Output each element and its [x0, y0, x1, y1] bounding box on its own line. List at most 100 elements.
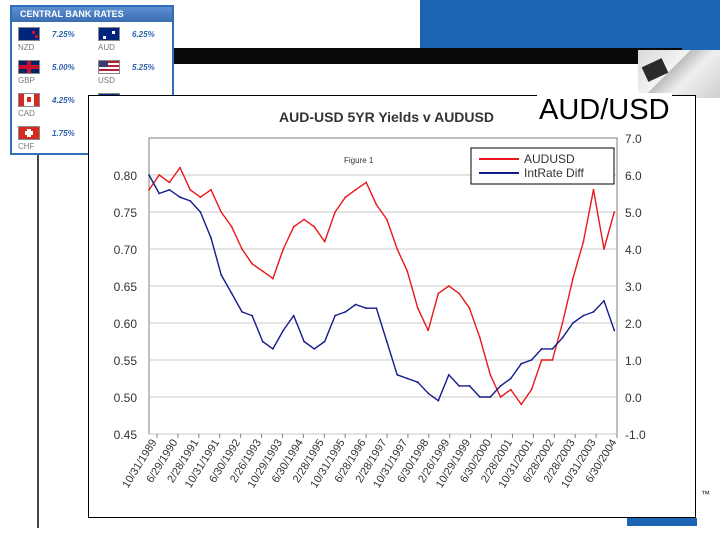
y-left-tick-label: 0.50 — [114, 391, 138, 405]
currency-code: GBP — [18, 76, 35, 85]
data-point-audusd — [199, 196, 202, 199]
rate-cell-chf: CHF 1.75% — [12, 123, 92, 155]
data-point-audusd — [499, 396, 502, 398]
data-point-intrate-diff — [551, 348, 554, 350]
data-point-audusd — [313, 225, 316, 228]
data-point-audusd — [406, 270, 409, 273]
data-point-intrate-diff — [613, 329, 616, 332]
legend-label: IntRate Diff — [524, 166, 584, 180]
nz-flag-icon — [18, 27, 40, 41]
data-point-audusd — [261, 270, 264, 273]
y-left-tick-label: 0.80 — [114, 169, 138, 183]
y-left-tick-label: 0.55 — [114, 354, 138, 368]
data-point-audusd — [323, 240, 326, 243]
data-point-audusd — [375, 203, 378, 206]
data-point-intrate-diff — [416, 381, 419, 384]
slide-heading: AUD/USD — [537, 93, 672, 127]
y-right-tick-label: 0.0 — [625, 391, 642, 405]
trademark-mark: ™ — [701, 489, 710, 499]
chart-svg: 0.45 0.50 0.55 0.60 0.65 0.70 0.75 0.80 -1.0 0.0 1… — [114, 109, 646, 490]
header-photo — [638, 50, 720, 98]
data-point-audusd — [354, 188, 357, 191]
data-point-intrate-diff — [334, 314, 336, 317]
data-point-intrate-diff — [520, 362, 523, 365]
rate-cell-nzd: NZD 7.25% — [12, 24, 92, 56]
data-point-audusd — [489, 373, 492, 376]
header-blue-block — [420, 0, 720, 50]
data-point-audusd — [530, 388, 533, 391]
rate-cell-cad: CAD 4.25% — [12, 90, 92, 122]
data-point-intrate-diff — [592, 311, 595, 313]
ca-flag-icon — [18, 93, 40, 107]
data-point-intrate-diff — [468, 385, 471, 387]
data-point-intrate-diff — [458, 385, 460, 387]
data-point-intrate-diff — [354, 303, 357, 306]
data-point-intrate-diff — [179, 196, 181, 199]
data-point-audusd — [427, 329, 430, 332]
data-point-intrate-diff — [303, 340, 305, 343]
data-point-audusd — [603, 248, 605, 250]
data-point-intrate-diff — [499, 385, 502, 387]
data-point-intrate-diff — [385, 340, 388, 343]
data-point-intrate-diff — [148, 174, 150, 176]
data-point-intrate-diff — [561, 336, 564, 339]
data-point-audusd — [447, 285, 450, 287]
data-point-intrate-diff — [447, 373, 450, 376]
series-line-intrate-diff — [148, 174, 615, 402]
data-point-audusd — [540, 359, 543, 361]
currency-code: CAD — [18, 109, 35, 118]
data-point-audusd — [561, 322, 564, 324]
us-flag-icon — [98, 60, 120, 74]
data-point-intrate-diff — [427, 392, 430, 395]
rates-panel-title: CENTRAL BANK RATES — [12, 7, 172, 22]
data-point-intrate-diff — [365, 307, 368, 310]
data-point-intrate-diff — [406, 377, 409, 380]
data-point-audusd — [365, 181, 368, 184]
data-point-audusd — [468, 307, 471, 310]
data-point-audusd — [272, 277, 274, 280]
data-point-audusd — [292, 225, 295, 228]
currency-code: USD — [98, 76, 115, 85]
data-point-audusd — [416, 307, 419, 310]
data-point-audusd — [158, 174, 161, 176]
data-point-audusd — [582, 240, 585, 243]
data-point-intrate-diff — [292, 314, 295, 317]
data-point-intrate-diff — [189, 200, 192, 202]
data-point-audusd — [148, 188, 150, 191]
rate-value: 4.25% — [52, 96, 75, 105]
data-point-audusd — [210, 188, 212, 191]
data-point-audusd — [344, 196, 347, 199]
currency-code: CHF — [18, 142, 35, 151]
central-bank-rates-panel: CENTRAL BANK RATES NZD 7.25% AUD 6.25% GBP 5.… — [10, 5, 174, 155]
data-point-audusd — [437, 292, 440, 295]
data-point-intrate-diff — [313, 348, 316, 350]
y-right-tick-label: 3.0 — [625, 280, 642, 294]
data-point-audusd — [572, 277, 574, 280]
data-point-intrate-diff — [261, 340, 264, 343]
data-point-audusd — [282, 248, 285, 250]
currency-code: NZD — [18, 43, 35, 52]
rate-value: 5.00% — [52, 63, 75, 72]
data-point-audusd — [179, 166, 181, 169]
series-line-audusd — [148, 166, 615, 406]
y-left-tick-label: 0.70 — [114, 243, 138, 257]
data-point-intrate-diff — [230, 292, 233, 295]
data-point-intrate-diff — [199, 211, 202, 213]
data-point-intrate-diff — [375, 307, 378, 310]
data-point-intrate-diff — [603, 299, 605, 302]
y-left-tick-label: 0.45 — [114, 428, 138, 442]
data-point-intrate-diff — [282, 329, 285, 332]
rate-value: 6.25% — [132, 30, 155, 39]
data-point-audusd — [613, 211, 616, 213]
data-point-audusd — [241, 248, 243, 250]
rate-value: 5.25% — [132, 63, 155, 72]
data-point-intrate-diff — [210, 237, 212, 239]
rate-value: 1.75% — [52, 129, 75, 138]
legend-label: AUDUSD — [524, 152, 575, 166]
rate-cell-aud: AUD 6.25% — [92, 24, 172, 56]
y-left-tick-label: 0.60 — [114, 317, 138, 331]
data-point-intrate-diff — [479, 396, 481, 398]
rate-cell-usd: USD 5.25% — [92, 57, 172, 89]
data-point-audusd — [168, 181, 171, 184]
data-point-intrate-diff — [530, 359, 533, 361]
